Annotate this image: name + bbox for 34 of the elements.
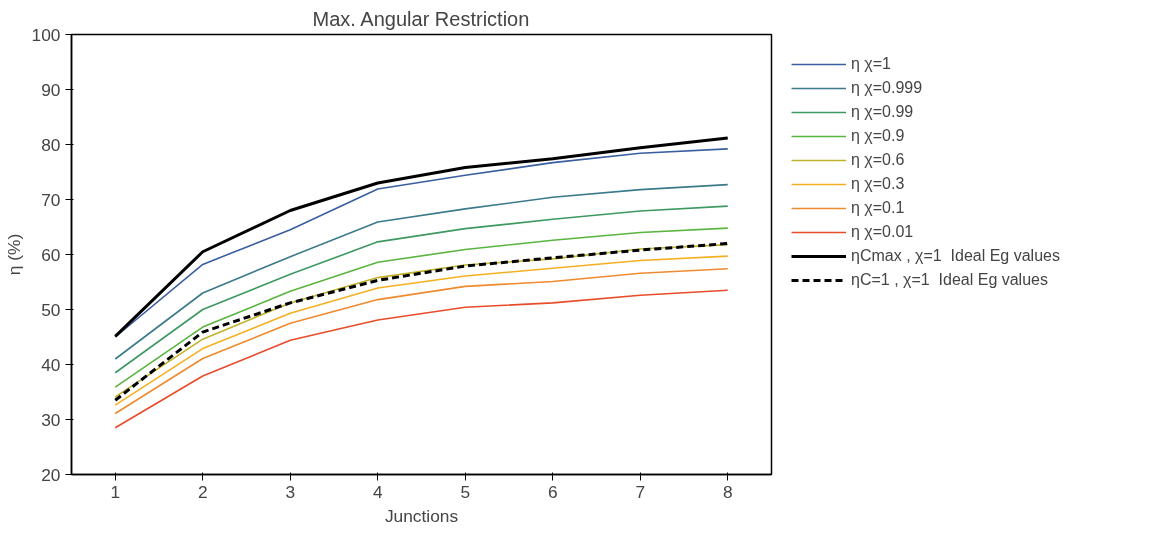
legend-label: η χ=0.3 (851, 175, 905, 193)
y-tick-label: 70 (41, 189, 61, 210)
x-tick-label: 1 (110, 481, 121, 502)
legend-label: ηCmax , χ=1 Ideal Eg values (851, 247, 1060, 265)
line-series (114, 227, 729, 388)
y-axis-title: η (%) (3, 233, 24, 276)
line-series (114, 205, 729, 374)
x-tick-label: 6 (547, 481, 558, 502)
chart-title: Max. Angular Restriction (312, 7, 530, 30)
legend-label: η χ=0.1 (851, 199, 905, 217)
x-tick-label: 4 (372, 481, 383, 502)
y-tick-label: 40 (41, 354, 61, 375)
legend-label: ηC=1 , χ=1 Ideal Eg values (851, 271, 1048, 289)
y-tick-label: 100 (31, 24, 61, 45)
legend-label: η χ=0.99 (851, 103, 914, 121)
legend-label: η χ=0.999 (851, 79, 923, 97)
y-tick-label: 50 (41, 299, 61, 320)
x-tick-label: 3 (285, 481, 296, 502)
x-tick-label: 7 (635, 481, 646, 502)
x-tick-label: 2 (197, 481, 208, 502)
line-series (114, 183, 729, 360)
legend-label: η χ=0.9 (851, 127, 905, 145)
x-tick-label: 8 (722, 481, 733, 502)
x-tick-label: 5 (460, 481, 471, 502)
y-tick-label: 80 (41, 134, 61, 155)
y-tick-label: 20 (41, 464, 61, 485)
y-tick-label: 60 (41, 244, 61, 265)
y-tick-label: 30 (41, 409, 61, 430)
legend-label: η χ=0.01 (851, 223, 914, 241)
x-axis-title: Junctions (384, 505, 459, 526)
line-series (114, 289, 729, 429)
legend-label: η χ=0.6 (851, 151, 905, 169)
legend-label: η χ=1 (851, 55, 891, 73)
y-tick-label: 90 (41, 79, 61, 100)
